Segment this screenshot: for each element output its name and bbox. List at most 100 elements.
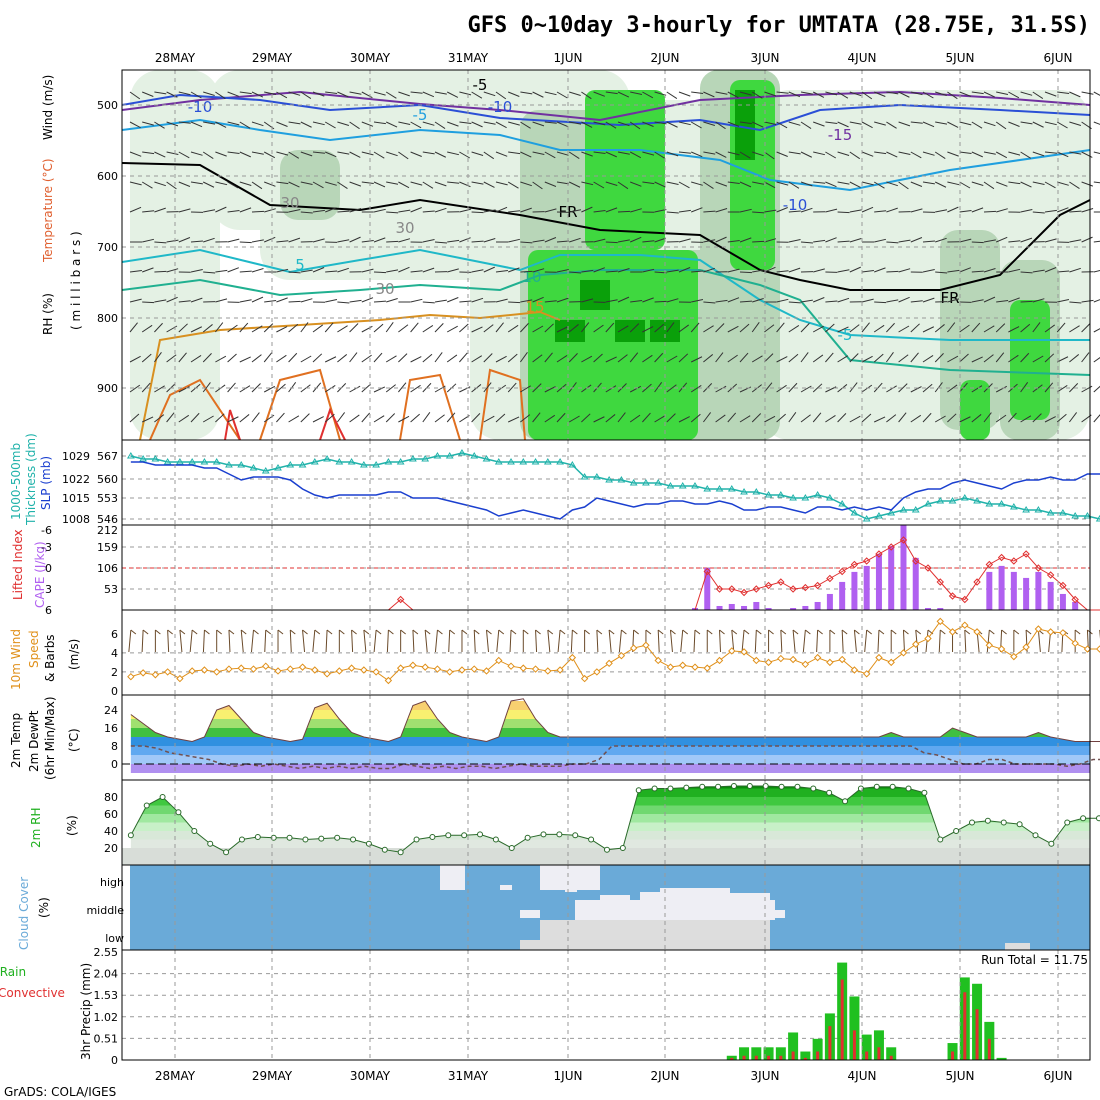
wind10-barb bbox=[386, 629, 389, 653]
contour-label: -5 bbox=[473, 76, 488, 94]
wind-barb bbox=[178, 352, 187, 363]
wind-barb bbox=[178, 208, 191, 213]
wind-barb bbox=[666, 413, 676, 423]
wind-barb bbox=[654, 209, 667, 213]
wind-barb bbox=[520, 385, 531, 393]
thickness-point bbox=[764, 491, 773, 498]
rh2m-band bbox=[130, 831, 1090, 840]
wind10-barb bbox=[877, 629, 880, 653]
wind10-point bbox=[973, 628, 981, 636]
wind-barb bbox=[630, 91, 643, 95]
wind-barb bbox=[678, 267, 691, 273]
temp2m-band bbox=[130, 719, 1090, 728]
wind-barb bbox=[922, 297, 935, 303]
wind-barb bbox=[593, 121, 606, 126]
wind-barb bbox=[324, 121, 336, 129]
wind-barb bbox=[947, 298, 960, 303]
li-point bbox=[1059, 581, 1067, 590]
wind-barb bbox=[764, 238, 777, 243]
thickness-point bbox=[875, 512, 883, 519]
wind-barb bbox=[764, 209, 777, 213]
wind-barb bbox=[971, 385, 983, 393]
rh2m-point bbox=[1064, 819, 1071, 826]
rh2m-point bbox=[381, 846, 388, 853]
wind-barb bbox=[300, 322, 309, 333]
wind-barb bbox=[483, 209, 496, 213]
wind-barb bbox=[251, 239, 264, 243]
wind-barb bbox=[1057, 151, 1069, 158]
thickness-point bbox=[985, 500, 994, 507]
thickness-point bbox=[384, 458, 393, 465]
wind-barb bbox=[556, 355, 568, 363]
cape-bar bbox=[1059, 593, 1066, 610]
temperature-label: Temperature (°C) bbox=[41, 158, 55, 263]
rh2m-point bbox=[223, 849, 230, 856]
wind-barb bbox=[154, 91, 167, 95]
wind-barb bbox=[1008, 297, 1020, 303]
wind-barb bbox=[581, 322, 590, 333]
rh2m-point bbox=[127, 832, 134, 839]
rh2m-point bbox=[842, 798, 849, 805]
cape-ylabels: Lifted Index CAPE (J/kg) bbox=[11, 529, 47, 608]
wind-barb bbox=[886, 385, 897, 393]
wind-barb bbox=[459, 121, 472, 124]
wind-barb bbox=[251, 91, 264, 98]
wind-barb bbox=[605, 181, 618, 186]
wind-barb bbox=[288, 415, 300, 423]
wind-barb bbox=[776, 270, 789, 273]
cloud-low-block bbox=[520, 940, 540, 950]
wind-barb bbox=[263, 352, 273, 363]
wind-barb bbox=[398, 121, 411, 125]
cape-bar bbox=[863, 565, 870, 610]
wind10-label-c: & Barbs bbox=[43, 634, 57, 682]
cloud-label-a: Cloud Cover bbox=[17, 877, 31, 950]
wind-barb bbox=[849, 266, 861, 273]
wind-barb bbox=[813, 239, 826, 243]
wind10-barb bbox=[657, 629, 660, 653]
thickness-point bbox=[249, 464, 258, 471]
wind-barb bbox=[520, 299, 533, 303]
precip-label-total: Total / Rain bbox=[0, 965, 26, 979]
wind-barb bbox=[264, 300, 277, 303]
wind-barb bbox=[971, 270, 984, 273]
upper-tick: 900 bbox=[97, 382, 118, 395]
wind-barb bbox=[141, 324, 153, 333]
wind-barb bbox=[666, 322, 675, 333]
wind10-point bbox=[887, 658, 895, 667]
wind-barb bbox=[373, 386, 386, 393]
wind-barb bbox=[727, 151, 740, 156]
wind10-point bbox=[446, 668, 454, 676]
wind-barb bbox=[312, 121, 325, 126]
wind-barb bbox=[1032, 413, 1042, 423]
wind10-barb-flag bbox=[1013, 629, 1020, 635]
wind-barb bbox=[715, 91, 728, 95]
wind-barb bbox=[934, 181, 947, 188]
wind-barb bbox=[129, 151, 142, 157]
wind-barb bbox=[642, 151, 655, 156]
wind10-barb-flag bbox=[265, 629, 272, 635]
precip-conv-bar bbox=[791, 1051, 795, 1060]
wind-barb bbox=[422, 121, 435, 126]
wind-barb bbox=[739, 237, 752, 243]
wind-barb bbox=[398, 266, 410, 273]
wind-barb bbox=[434, 352, 443, 363]
rh2m-tick: 20 bbox=[104, 842, 118, 855]
wind10-barb-flag bbox=[645, 629, 652, 635]
precip-conv-bar bbox=[951, 1051, 955, 1060]
precip-conv-bar bbox=[877, 1047, 881, 1060]
rh2m-point bbox=[508, 845, 515, 851]
wind-barb bbox=[861, 413, 872, 423]
wind-barb bbox=[361, 151, 374, 156]
precip-conv-bar bbox=[975, 1009, 979, 1060]
wind-barb bbox=[971, 91, 984, 95]
wind-barb bbox=[739, 91, 752, 96]
wind-barb bbox=[190, 240, 203, 243]
contour-label: -15 bbox=[828, 126, 853, 144]
wind-barb bbox=[434, 299, 447, 303]
precip-total-bar bbox=[886, 1047, 897, 1060]
bottom-date-28may: 28MAY bbox=[155, 1069, 196, 1083]
wind10-point bbox=[531, 665, 540, 673]
wind-barb bbox=[337, 239, 350, 243]
wind-barb bbox=[593, 382, 602, 393]
rh2m-point bbox=[1048, 840, 1055, 847]
